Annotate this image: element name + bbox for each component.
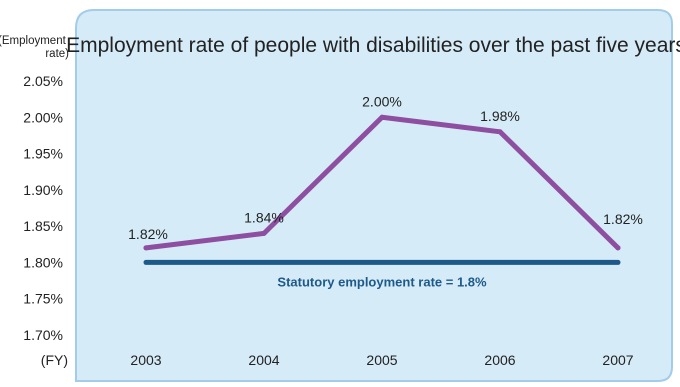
data-label: 1.82% — [603, 211, 643, 227]
y-tick-label: 1.95% — [23, 146, 63, 162]
chart-panel — [75, 9, 673, 382]
y-axis-label-line-2: rate) — [45, 48, 69, 60]
x-tick-labels: 2003 2004 2005 2006 2007 — [130, 352, 633, 368]
data-labels: 1.82% 1.84% 2.00% 1.98% 1.82% — [128, 93, 643, 242]
x-tick-label: 2006 — [484, 352, 515, 368]
x-tick-label: 2005 — [366, 352, 397, 368]
data-point — [379, 114, 385, 120]
reference-line-group: Statutory employment rate = 1.8% — [143, 259, 621, 289]
y-tick-label: 1.70% — [23, 327, 63, 343]
x-tick-label: 2004 — [248, 352, 279, 368]
y-axis-label: (Employment rate) — [0, 35, 69, 60]
series-group — [143, 114, 621, 251]
y-tick-label: 2.00% — [23, 109, 63, 125]
data-point — [497, 129, 503, 135]
data-point — [143, 245, 149, 251]
chart-title: Employment rate of people with disabilit… — [66, 34, 680, 57]
x-tick-label: 2003 — [130, 352, 161, 368]
y-axis-label-line-1: (Employment — [0, 35, 67, 47]
data-label: 1.84% — [244, 209, 284, 225]
x-tick-label: 2007 — [602, 352, 633, 368]
y-tick-label: 1.75% — [23, 291, 63, 307]
data-point — [261, 230, 267, 236]
data-label: 1.82% — [128, 226, 168, 242]
y-tick-label: 1.90% — [23, 182, 63, 198]
data-point — [615, 245, 621, 251]
y-tick-labels: 2.05% 2.00% 1.95% 1.90% 1.85% 1.80% 1.75% 1.70% — [23, 73, 63, 343]
data-label: 1.98% — [480, 108, 520, 124]
y-tick-label: 1.85% — [23, 218, 63, 234]
y-tick-label: 1.80% — [23, 254, 63, 270]
x-axis-label: (FY) — [41, 352, 68, 368]
y-tick-label: 2.05% — [23, 73, 63, 89]
data-label: 2.00% — [362, 93, 402, 109]
reference-line-label: Statutory employment rate = 1.8% — [277, 274, 487, 289]
